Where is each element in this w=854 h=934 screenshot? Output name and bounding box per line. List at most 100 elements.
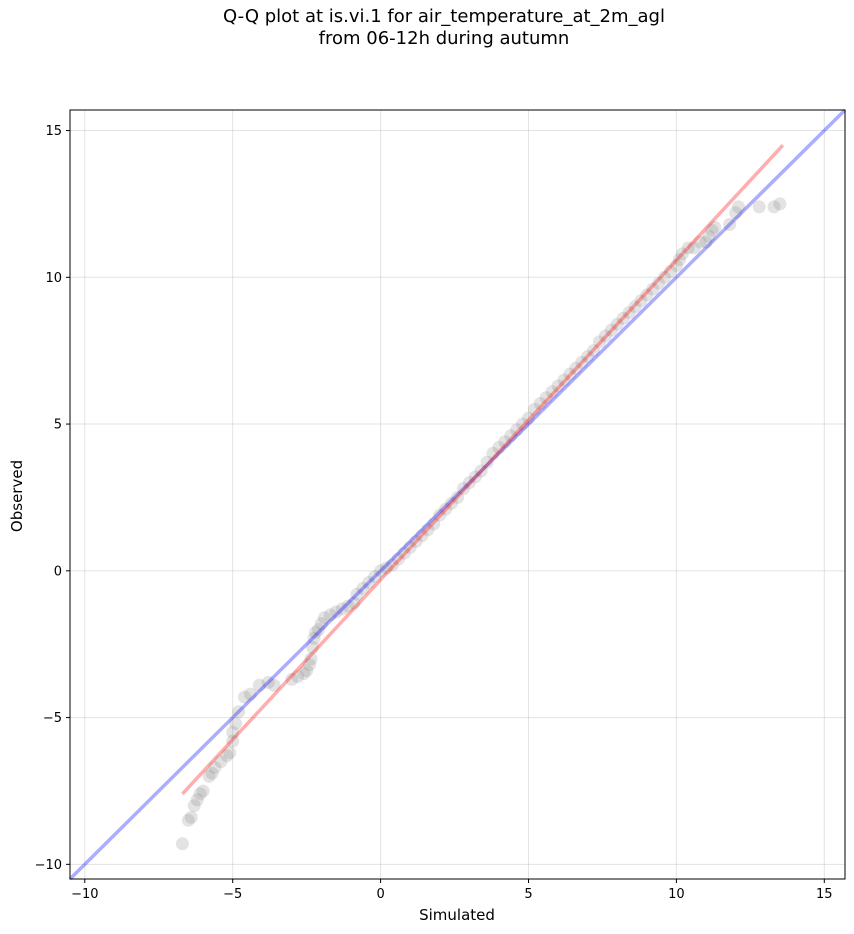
data-point: [669, 259, 683, 273]
data-point: [409, 534, 423, 548]
data-point: [581, 350, 595, 364]
data-point: [220, 749, 234, 763]
data-point: [492, 441, 506, 455]
data-point: [462, 476, 476, 490]
data-point: [767, 200, 781, 214]
grid: [70, 110, 845, 879]
data-point: [335, 602, 349, 616]
x-tick-label: 15: [816, 887, 833, 902]
y-tick-label: −5: [43, 711, 62, 726]
chart-title-line-2: from 06-12h during autumn: [318, 28, 570, 49]
x-tick-label: −5: [223, 887, 242, 902]
data-point: [181, 813, 195, 827]
y-axis-label: Observed: [8, 460, 26, 532]
data-point: [445, 496, 459, 510]
data-point: [773, 197, 787, 211]
data-point: [309, 625, 323, 639]
data-point: [285, 672, 299, 686]
data-point: [732, 200, 746, 214]
data-point: [356, 581, 370, 595]
data-point: [214, 755, 228, 769]
data-point: [575, 355, 589, 369]
data-point: [516, 417, 530, 431]
data-point: [362, 576, 376, 590]
data-point: [385, 558, 399, 572]
data-point: [238, 690, 252, 704]
data-point: [486, 446, 500, 460]
data-point: [175, 837, 189, 851]
x-tick-label: 5: [524, 887, 532, 902]
data-point: [303, 658, 317, 672]
data-point: [190, 793, 204, 807]
data-point: [226, 725, 240, 739]
scatter-points: [175, 197, 787, 851]
data-point: [223, 746, 237, 760]
data-point: [427, 517, 441, 531]
data-point: [421, 523, 435, 537]
data-point: [243, 687, 257, 701]
data-point: [474, 464, 488, 478]
data-point: [323, 608, 337, 622]
data-point: [329, 605, 343, 619]
data-point: [480, 455, 494, 469]
data-point: [640, 288, 654, 302]
x-tick-label: −10: [71, 887, 98, 902]
data-point: [415, 529, 429, 543]
data-point: [705, 223, 719, 237]
data-point: [184, 810, 198, 824]
data-point: [451, 490, 464, 504]
data-point: [634, 294, 648, 308]
data-point: [504, 429, 518, 443]
y-tick-label: −10: [35, 858, 62, 873]
data-point: [229, 716, 243, 730]
data-point: [232, 705, 246, 719]
data-point: [439, 502, 453, 516]
x-axis-label: Simulated: [419, 906, 495, 924]
data-point: [347, 596, 361, 610]
data-point: [403, 540, 417, 554]
data-point: [622, 306, 636, 320]
data-point: [729, 206, 743, 220]
data-point: [267, 678, 281, 692]
data-point: [681, 241, 695, 255]
data-point: [598, 329, 612, 343]
data-point: [604, 323, 618, 337]
data-point: [300, 664, 314, 678]
data-point: [226, 734, 240, 748]
data-point: [539, 391, 553, 405]
axis-ticks: −10 −5 0 5 10 15 −10 −5 0 5 10 15: [35, 124, 833, 902]
data-point: [202, 769, 216, 783]
x-tick-label: 0: [376, 887, 384, 902]
data-point: [527, 402, 541, 416]
data-point: [261, 675, 275, 689]
data-point: [628, 300, 642, 314]
data-point: [196, 784, 210, 798]
data-point: [693, 235, 707, 249]
data-point: [368, 570, 382, 584]
data-point: [672, 253, 686, 267]
data-point: [521, 411, 535, 425]
data-point: [306, 640, 320, 654]
data-point: [687, 241, 701, 255]
data-point: [341, 599, 355, 613]
chart-title-line-1: Q-Q plot at is.vi.1 for air_temperature_…: [223, 6, 665, 27]
data-point: [533, 397, 547, 411]
data-point: [646, 282, 660, 296]
data-point: [592, 335, 606, 349]
data-point: [208, 760, 222, 774]
x-tick-label: 10: [668, 887, 685, 902]
one-to-one-line: [68, 108, 847, 881]
data-point: [752, 200, 766, 214]
data-point: [433, 508, 447, 522]
data-point: [252, 678, 266, 692]
chart-title: Q-Q plot at is.vi.1 for air_temperature_…: [0, 6, 854, 50]
data-point: [551, 379, 565, 393]
data-point: [658, 270, 672, 284]
data-point: [675, 247, 689, 261]
data-point: [468, 470, 482, 484]
data-point: [456, 482, 470, 496]
data-point: [498, 435, 512, 449]
data-point: [314, 617, 328, 631]
data-point: [702, 229, 716, 243]
